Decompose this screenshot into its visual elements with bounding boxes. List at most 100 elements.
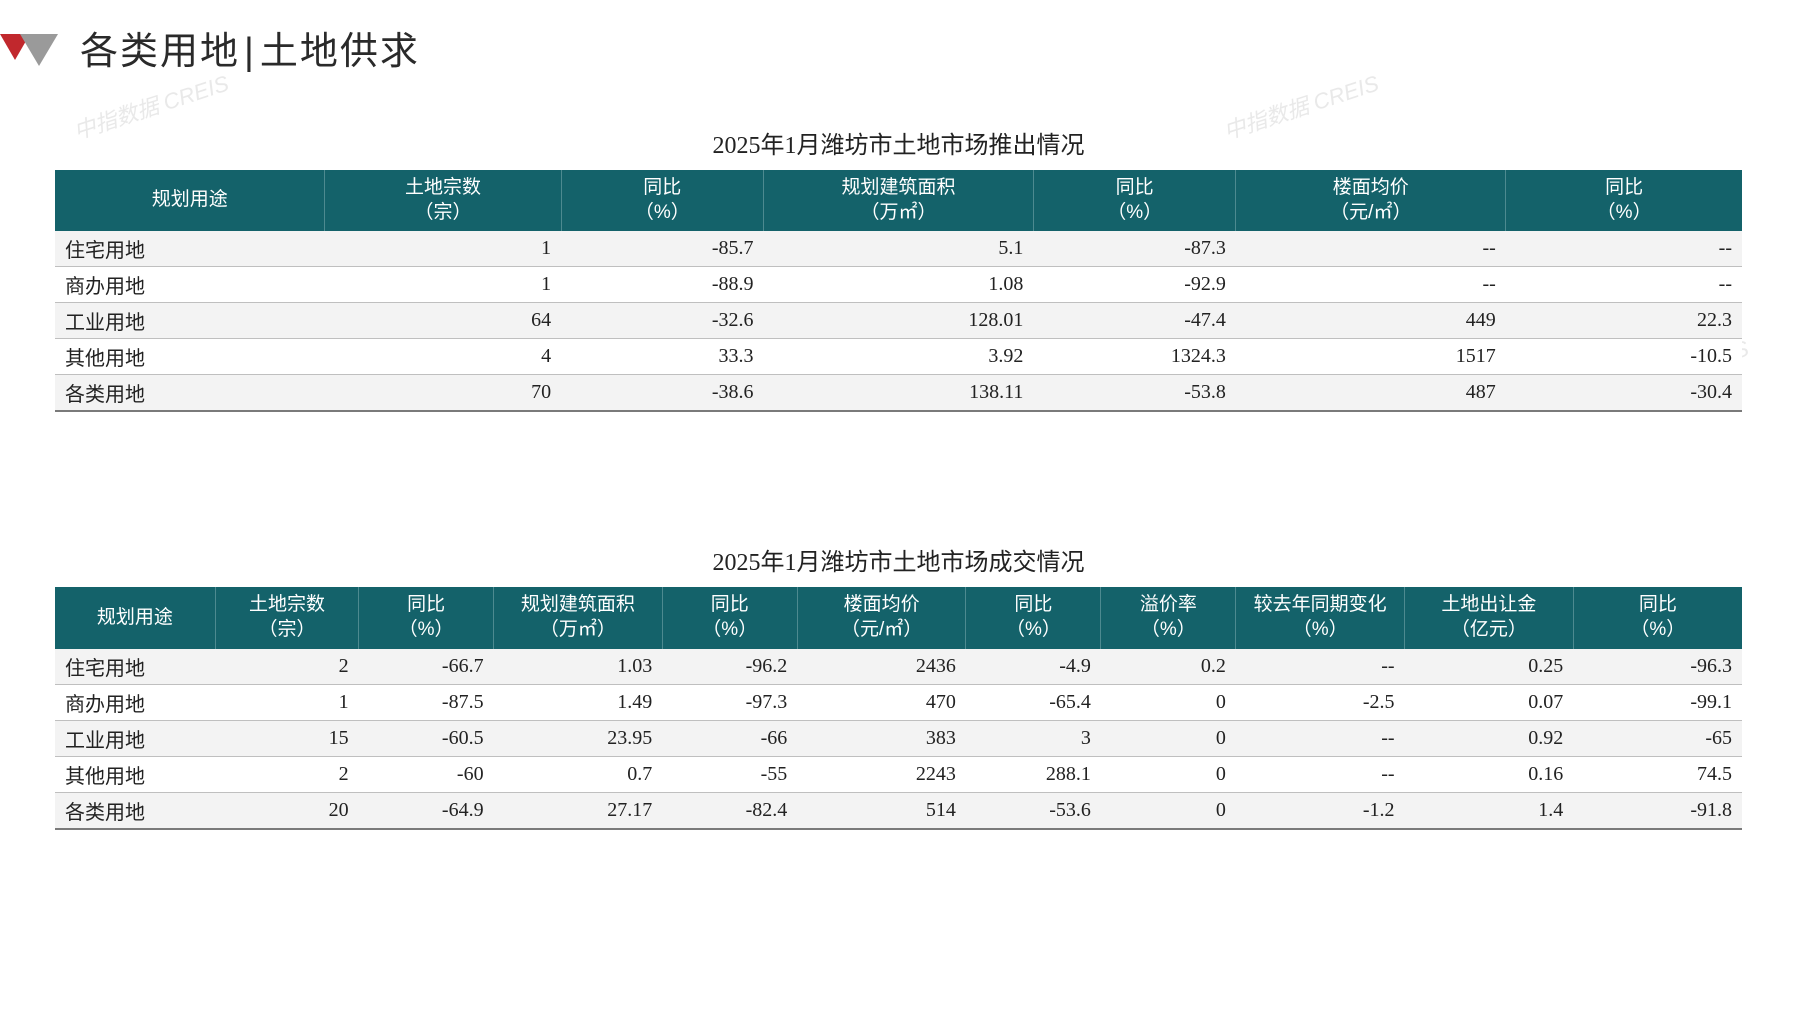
table1-cell: -47.4 — [1033, 303, 1235, 339]
table2-cell: -- — [1236, 649, 1405, 685]
table2-cell: 514 — [797, 792, 966, 829]
table2-header-row: 规划用途土地宗数（宗）同比（%）规划建筑面积（万㎡）同比（%）楼面均价（元/㎡）… — [55, 587, 1742, 648]
table2-cell: 0 — [1101, 720, 1236, 756]
table2-cell: -96.3 — [1573, 649, 1742, 685]
table2-cell: 74.5 — [1573, 756, 1742, 792]
table2-cell: 2243 — [797, 756, 966, 792]
table2-cell: -97.3 — [662, 684, 797, 720]
table1-cell: -92.9 — [1033, 267, 1235, 303]
table2-cell: 0.25 — [1405, 649, 1574, 685]
page-header: 各类用地|土地供求 — [0, 0, 1797, 85]
table2-cell: -87.5 — [359, 684, 494, 720]
table2-cell: 0.2 — [1101, 649, 1236, 685]
table2-cell: -64.9 — [359, 792, 494, 829]
table2-row: 其他用地2-600.7-552243288.10--0.1674.5 — [55, 756, 1742, 792]
deal-table: 规划用途土地宗数（宗）同比（%）规划建筑面积（万㎡）同比（%）楼面均价（元/㎡）… — [55, 587, 1742, 829]
table2-th-4: 同比（%） — [662, 587, 797, 648]
table2-cell: 1.49 — [494, 684, 663, 720]
table2-cell: -- — [1236, 756, 1405, 792]
table1-cell: 工业用地 — [55, 303, 325, 339]
table2-cell: 1 — [215, 684, 358, 720]
table2-cell: 15 — [215, 720, 358, 756]
title-separator: | — [244, 31, 256, 73]
table2-cell: -65.4 — [966, 684, 1101, 720]
page-title: 各类用地|土地供求 — [80, 20, 420, 75]
table2-th-10: 同比（%） — [1573, 587, 1742, 648]
table1-th-2: 同比（%） — [561, 170, 763, 231]
table1-cell: -38.6 — [561, 375, 763, 412]
table2-cell: -66.7 — [359, 649, 494, 685]
title-right: 土地供求 — [260, 31, 420, 73]
table1-cell: 138.11 — [764, 375, 1034, 412]
table1-cell: 64 — [325, 303, 561, 339]
table1-cell: -30.4 — [1506, 375, 1742, 412]
table2-th-3: 规划建筑面积（万㎡） — [494, 587, 663, 648]
table1-cell: 住宅用地 — [55, 231, 325, 267]
table1-row: 各类用地70-38.6138.11-53.8487-30.4 — [55, 375, 1742, 412]
table2-cell: -82.4 — [662, 792, 797, 829]
table1-row: 住宅用地1-85.75.1-87.3---- — [55, 231, 1742, 267]
table1-cell: -- — [1236, 231, 1506, 267]
table2-cell: -99.1 — [1573, 684, 1742, 720]
logo-icon — [0, 30, 65, 66]
table1-cell: 1 — [325, 267, 561, 303]
table2-cell: 0 — [1101, 756, 1236, 792]
table1-cell: 22.3 — [1506, 303, 1742, 339]
table1-cell: 33.3 — [561, 339, 763, 375]
table2-cell: -60.5 — [359, 720, 494, 756]
table1-cell: 1 — [325, 231, 561, 267]
table2-cell: 0.92 — [1405, 720, 1574, 756]
table2-cell: 工业用地 — [55, 720, 215, 756]
table1-cell: 128.01 — [764, 303, 1034, 339]
table2-cell: -4.9 — [966, 649, 1101, 685]
table1-th-5: 楼面均价（元/㎡） — [1236, 170, 1506, 231]
table2-row: 住宅用地2-66.71.03-96.22436-4.90.2--0.25-96.… — [55, 649, 1742, 685]
table1-cell: -32.6 — [561, 303, 763, 339]
table2-cell: 383 — [797, 720, 966, 756]
table1-cell: -87.3 — [1033, 231, 1235, 267]
table1-cell: 487 — [1236, 375, 1506, 412]
table2-th-7: 溢价率（%） — [1101, 587, 1236, 648]
table2-cell: -- — [1236, 720, 1405, 756]
table1-cell: 1.08 — [764, 267, 1034, 303]
table2-cell: -96.2 — [662, 649, 797, 685]
table2-row: 各类用地20-64.927.17-82.4514-53.60-1.21.4-91… — [55, 792, 1742, 829]
table2-cell: -55 — [662, 756, 797, 792]
table1-cell: -- — [1506, 231, 1742, 267]
table2-cell: 470 — [797, 684, 966, 720]
table2-cell: 2 — [215, 649, 358, 685]
table2-cell: -60 — [359, 756, 494, 792]
table1-cell: 3.92 — [764, 339, 1034, 375]
table2-cell: -66 — [662, 720, 797, 756]
table1-cell: 449 — [1236, 303, 1506, 339]
table2-row: 工业用地15-60.523.95-6638330--0.92-65 — [55, 720, 1742, 756]
table1-cell: -53.8 — [1033, 375, 1235, 412]
table1-header-row: 规划用途土地宗数（宗）同比（%）规划建筑面积（万㎡）同比（%）楼面均价（元/㎡）… — [55, 170, 1742, 231]
table2-cell: 20 — [215, 792, 358, 829]
table1-cell: 1324.3 — [1033, 339, 1235, 375]
table2-cell: 1.03 — [494, 649, 663, 685]
table2-cell: -91.8 — [1573, 792, 1742, 829]
table2-th-5: 楼面均价（元/㎡） — [797, 587, 966, 648]
table2-cell: -1.2 — [1236, 792, 1405, 829]
table1-cell: -85.7 — [561, 231, 763, 267]
table1-cell: 各类用地 — [55, 375, 325, 412]
title-left: 各类用地 — [80, 31, 240, 73]
table2-cell: 23.95 — [494, 720, 663, 756]
supply-table-block: 2025年1月潍坊市土地市场推出情况 规划用途土地宗数（宗）同比（%）规划建筑面… — [55, 125, 1742, 412]
table2-row: 商办用地1-87.51.49-97.3470-65.40-2.50.07-99.… — [55, 684, 1742, 720]
table2-cell: 288.1 — [966, 756, 1101, 792]
table1-th-4: 同比（%） — [1033, 170, 1235, 231]
table2-cell: 各类用地 — [55, 792, 215, 829]
table2-th-8: 较去年同期变化（%） — [1236, 587, 1405, 648]
table2-th-0: 规划用途 — [55, 587, 215, 648]
table1-row: 工业用地64-32.6128.01-47.444922.3 — [55, 303, 1742, 339]
table1-th-6: 同比（%） — [1506, 170, 1742, 231]
table2-cell: 0.7 — [494, 756, 663, 792]
table1-row: 其他用地433.33.921324.31517-10.5 — [55, 339, 1742, 375]
table2-cell: 2 — [215, 756, 358, 792]
supply-table: 规划用途土地宗数（宗）同比（%）规划建筑面积（万㎡）同比（%）楼面均价（元/㎡）… — [55, 170, 1742, 412]
table2-cell: 0.07 — [1405, 684, 1574, 720]
table2-cell: -2.5 — [1236, 684, 1405, 720]
table1-cell: -- — [1506, 267, 1742, 303]
